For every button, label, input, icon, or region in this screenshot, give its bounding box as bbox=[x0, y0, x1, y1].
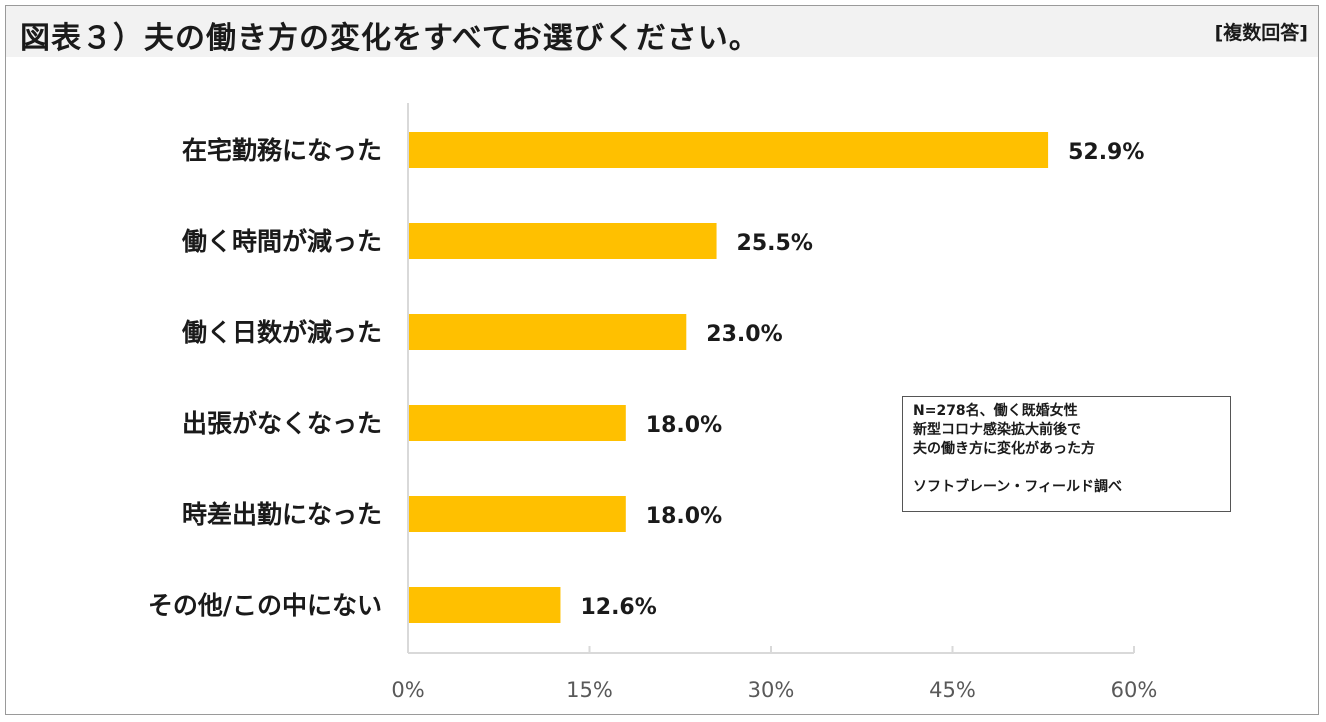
bar-3 bbox=[408, 405, 626, 441]
bar-1 bbox=[408, 223, 717, 259]
value-label-2: 23.0% bbox=[706, 322, 782, 347]
category-label-0: 在宅勤務になった bbox=[182, 136, 382, 165]
bar-0 bbox=[408, 132, 1049, 168]
x-tick-label-3: 45% bbox=[929, 678, 976, 702]
x-tick-label-1: 15% bbox=[566, 678, 613, 702]
bar-4 bbox=[408, 496, 626, 532]
chart-frame: 図表３）夫の働き方の変化をすべてお選びください。 [複数回答] bbox=[5, 5, 1319, 715]
note-line-spacer bbox=[913, 459, 1220, 478]
bar-2 bbox=[408, 314, 687, 350]
value-label-4: 18.0% bbox=[646, 504, 722, 529]
value-label-1: 25.5% bbox=[737, 231, 813, 256]
category-label-5: その他/この中にない bbox=[148, 591, 382, 620]
bar-5 bbox=[408, 587, 561, 623]
value-label-5: 12.6% bbox=[580, 595, 656, 620]
note-line-sample: N=278名、働く既婚女性 bbox=[913, 403, 1078, 419]
note-line-source: ソフトブレーン・フィールド調べ bbox=[913, 479, 1123, 495]
title-bar: 図表３）夫の働き方の変化をすべてお選びください。 [複数回答] bbox=[6, 6, 1318, 57]
x-tick-label-0: 0% bbox=[391, 678, 424, 702]
category-label-1: 働く時間が減った bbox=[181, 227, 382, 256]
survey-note-box: N=278名、働く既婚女性 新型コロナ感染拡大前後で 夫の働き方に変化があった方… bbox=[902, 396, 1231, 512]
x-tick-label-4: 60% bbox=[1111, 678, 1158, 702]
page-title: 図表３）夫の働き方の変化をすべてお選びください。 bbox=[20, 21, 760, 56]
multiple-answer-tag: [複数回答] bbox=[1214, 22, 1308, 44]
category-label-4: 時差出勤になった bbox=[182, 500, 382, 529]
category-label-3: 出張がなくなった bbox=[182, 409, 382, 438]
value-label-3: 18.0% bbox=[646, 413, 722, 438]
note-line-target: 夫の働き方に変化があった方 bbox=[913, 441, 1095, 457]
note-line-condition: 新型コロナ感染拡大前後で bbox=[913, 422, 1081, 438]
value-label-0: 52.9% bbox=[1068, 140, 1144, 165]
x-tick-label-2: 30% bbox=[748, 678, 795, 702]
category-label-2: 働く日数が減った bbox=[181, 318, 382, 347]
